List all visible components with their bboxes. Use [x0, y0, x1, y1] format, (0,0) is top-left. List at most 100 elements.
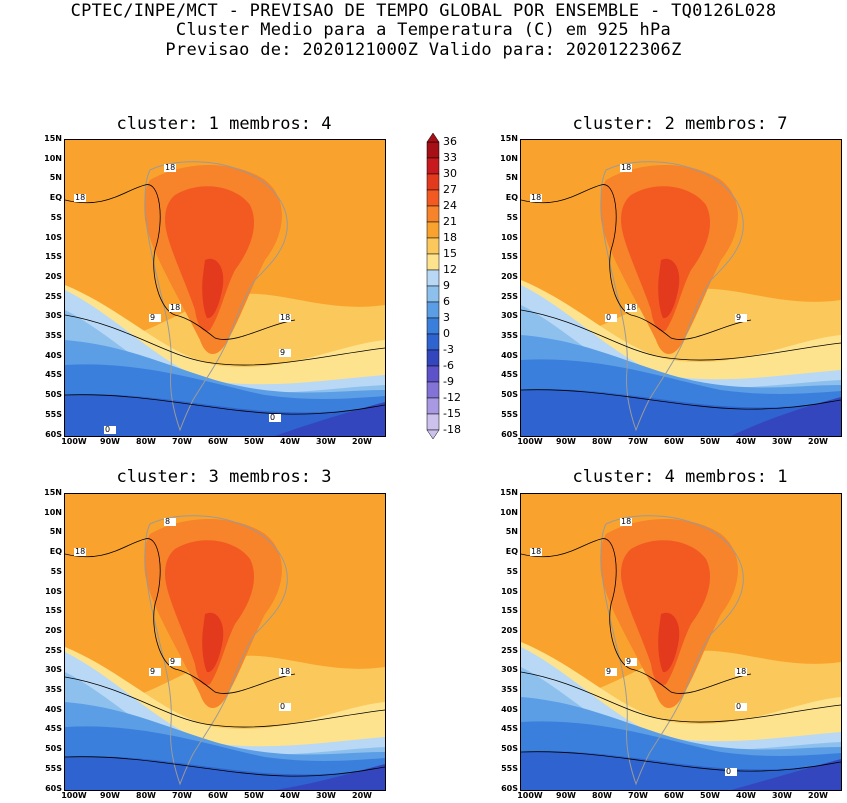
colorbar-label: -3	[443, 343, 454, 356]
colorbar-segment	[426, 413, 440, 431]
colorbar-label: 30	[443, 167, 457, 180]
colorbar-label: -6	[443, 359, 454, 372]
latitude-tick-label: 10N	[500, 153, 518, 163]
contour-label: 8	[164, 517, 176, 526]
latitude-tick-label: 5N	[49, 173, 62, 183]
longitude-tick-label: 80W	[136, 437, 156, 446]
longitude-tick-label: 80W	[592, 791, 612, 800]
panel-title-2: cluster: 2 membros: 7	[572, 114, 788, 134]
latitude-tick-label: 5S	[50, 212, 62, 222]
latitude-tick-label: 20S	[45, 271, 62, 281]
svg-text:0: 0	[280, 702, 285, 711]
contour-line	[65, 394, 385, 415]
latitude-tick-label: 10S	[45, 586, 62, 596]
contour-label: 9	[169, 657, 181, 666]
contour-label: 18	[74, 547, 86, 556]
contour-label: 9	[605, 667, 617, 676]
contour-line	[65, 756, 385, 777]
title-line-1: CPTEC/INPE/MCT - PREVISAO DE TEMPO GLOBA…	[70, 1, 777, 21]
band-0-3	[65, 756, 385, 790]
longitude-tick-label: 60W	[208, 437, 228, 446]
coastline	[144, 161, 288, 432]
longitude-tick-label: 30W	[772, 437, 792, 446]
longitude-tick-label: 40W	[280, 791, 300, 800]
contour-line	[521, 184, 752, 340]
latitude-tick-label: 25S	[45, 645, 62, 655]
temperature-field: 18 18 9 18 9 0 0	[521, 494, 841, 790]
map-panel-cluster-2: 18 18 18 9 0	[520, 139, 842, 437]
colorbar-label: 12	[443, 263, 457, 276]
svg-text:0: 0	[736, 702, 741, 711]
latitude-tick-label: 20S	[45, 625, 62, 635]
contour-label: 9	[279, 348, 291, 357]
latitude-tick-label: 15S	[45, 252, 62, 262]
contour-label: 18	[279, 667, 291, 676]
latitude-tick-label: 30S	[45, 311, 62, 321]
contour-label: 0	[279, 702, 291, 711]
contour-line	[65, 676, 385, 728]
longitude-tick-label: 80W	[592, 437, 612, 446]
contour-label: 18	[279, 313, 291, 322]
latitude-tick-label: 10N	[44, 507, 62, 517]
svg-text:18: 18	[621, 517, 631, 526]
latitude-tick-label: 10N	[500, 507, 518, 517]
latitude-tick-label: 45S	[501, 370, 518, 380]
longitude-tick-label: 70W	[172, 791, 192, 800]
colorbar-label: 15	[443, 247, 457, 260]
map-panel-cluster-4: 18 18 9 18 9 0 0	[520, 493, 842, 791]
colorbar-label: 21	[443, 215, 457, 228]
longitude-tick-label: 30W	[772, 791, 792, 800]
longitude-tick-label: 40W	[280, 437, 300, 446]
longitude-tick-label: 70W	[628, 791, 648, 800]
latitude-tick-label: 15N	[500, 488, 518, 497]
latitude-tick-label: 55S	[45, 763, 62, 773]
latitude-tick-label: 35S	[45, 685, 62, 694]
latitude-tick-label: 15N	[44, 134, 62, 143]
latitude-tick-label: 40S	[501, 350, 518, 360]
latitude-tick-label: 20S	[501, 625, 518, 635]
colorbar-segment	[426, 237, 440, 255]
latitude-tick-label: 60S	[501, 783, 518, 793]
latitude-tick-label: 5N	[505, 527, 518, 537]
longitude-tick-label: 100W	[517, 437, 543, 446]
contour-label: 9	[149, 313, 161, 322]
contour-line	[521, 538, 752, 694]
latitude-tick-label: 5S	[506, 566, 518, 576]
contour-label: 18	[74, 193, 86, 202]
longitude-tick-label: 40W	[736, 437, 756, 446]
contour-label: 18	[164, 163, 176, 172]
latitude-tick-label: 15S	[45, 606, 62, 616]
colorbar-label: 3	[443, 311, 450, 324]
contour-label: 18	[735, 667, 747, 676]
colorbar-segment	[426, 205, 440, 223]
latitude-tick-label: 40S	[45, 704, 62, 714]
contour-line	[521, 389, 841, 410]
band-30-33	[658, 258, 680, 319]
temperature-field: 18 18 18 18 9 9 0 0	[65, 140, 385, 436]
contour-label: 0	[269, 413, 281, 422]
svg-text:8: 8	[165, 517, 170, 526]
colorbar-label: 6	[443, 295, 450, 308]
longitude-tick-label: 50W	[700, 791, 720, 800]
svg-text:9: 9	[170, 657, 175, 666]
contour-label: 18	[620, 517, 632, 526]
contour-label: 18	[620, 163, 632, 172]
title-line-3: Previsao de: 2020121000Z Valido para: 20…	[165, 40, 682, 60]
svg-text:18: 18	[280, 313, 290, 322]
latitude-tick-label: 50S	[501, 744, 518, 754]
longitude-tick-label: 20W	[808, 437, 828, 446]
colorbar-label: 36	[443, 135, 457, 148]
colorbar-label: 0	[443, 327, 450, 340]
svg-text:18: 18	[75, 547, 85, 556]
latitude-tick-label: 55S	[501, 409, 518, 419]
latitude-tick-label: 45S	[45, 370, 62, 380]
longitude-tick-label: 60W	[664, 791, 684, 800]
band-minus3-0	[275, 402, 385, 436]
longitude-tick-label: 50W	[244, 437, 264, 446]
band-30-33	[202, 258, 224, 319]
latitude-tick-label: 25S	[501, 645, 518, 655]
colorbar-label: -18	[443, 423, 461, 436]
band-0-3	[521, 751, 841, 790]
svg-text:18: 18	[165, 163, 175, 172]
contour-label: 18	[625, 303, 637, 312]
